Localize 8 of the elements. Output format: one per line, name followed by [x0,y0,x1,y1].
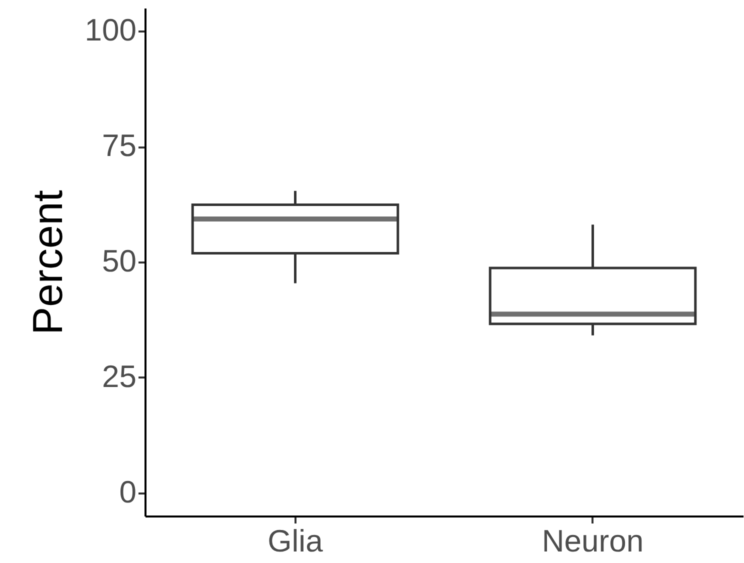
y-tick-label: 75 [102,128,136,164]
y-tick-label: 50 [102,244,136,278]
y-tick-label: 100 [84,12,136,48]
y-tick-label: 25 [102,358,136,394]
y-tick-label: 0 [119,474,136,510]
x-tick-label: Neuron [542,524,644,558]
x-tick-label: Glia [268,524,324,558]
y-axis-title: Percent [24,190,71,335]
